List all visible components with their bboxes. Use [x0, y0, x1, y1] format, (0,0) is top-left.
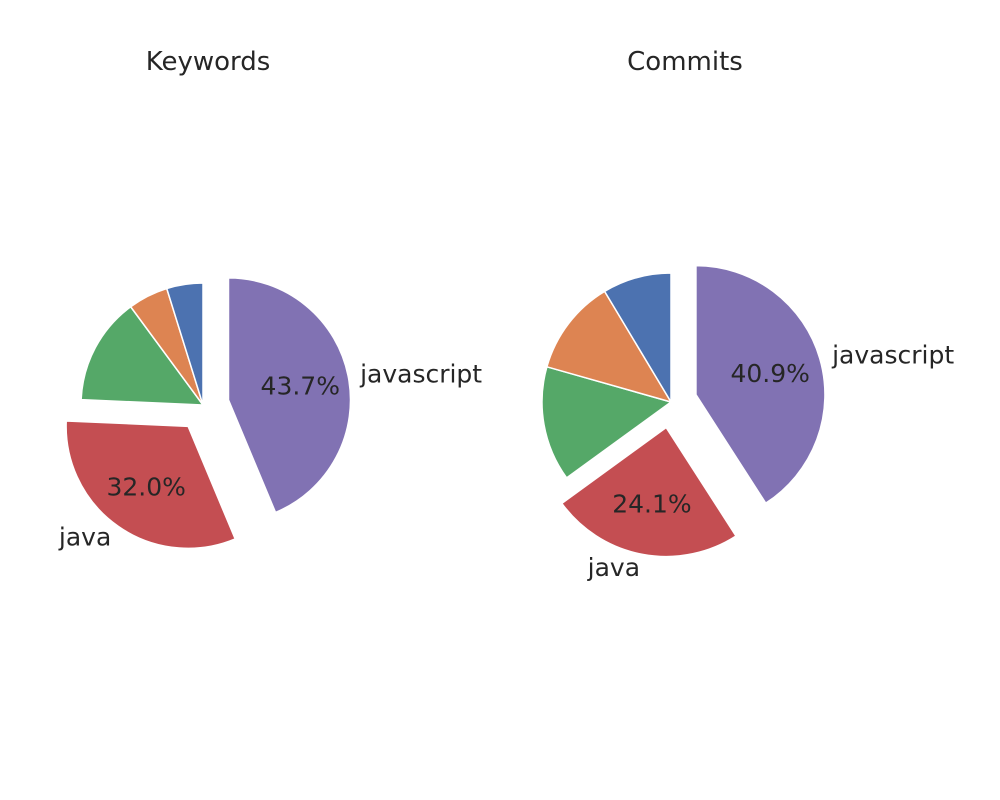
- keywords-slices: [65, 277, 352, 550]
- keywords-slice-slice-2: [80, 305, 205, 406]
- keywords-pct-label-java: 32.0%: [107, 472, 186, 501]
- keywords-labels: 43.7% javascript 32.0% java: [58, 359, 482, 551]
- commits-slice-java: [560, 426, 738, 558]
- commits-slice-label-java: java: [587, 553, 640, 582]
- commits-slice-slice-2: [541, 365, 673, 479]
- commits-pie-chart: Commits 40.9% javascript 24.1% java: [541, 47, 955, 582]
- keywords-slice-label-javascript: javascript: [359, 359, 482, 388]
- commits-slice-label-javascript: javascript: [831, 341, 954, 370]
- commits-chart-title: Commits: [627, 47, 743, 77]
- commits-slices: [541, 264, 826, 558]
- keywords-slice-slice-4: [165, 282, 204, 406]
- commits-slice-javascript: [695, 264, 826, 505]
- commits-pct-label-java: 24.1%: [612, 490, 691, 519]
- commits-slice-slice-3: [545, 290, 673, 404]
- keywords-pct-label-javascript: 43.7%: [261, 371, 340, 400]
- keywords-pie-chart: Keywords 43.7% javascript 32.0% java: [58, 47, 482, 551]
- commits-slice-slice-4: [603, 272, 672, 405]
- keywords-chart-title: Keywords: [146, 47, 271, 77]
- keywords-slice-javascript: [227, 277, 352, 514]
- commits-labels: 40.9% javascript 24.1% java: [587, 341, 955, 582]
- commits-pct-label-javascript: 40.9%: [730, 359, 809, 388]
- keywords-slice-label-java: java: [58, 522, 111, 551]
- keywords-slice-java: [65, 420, 237, 550]
